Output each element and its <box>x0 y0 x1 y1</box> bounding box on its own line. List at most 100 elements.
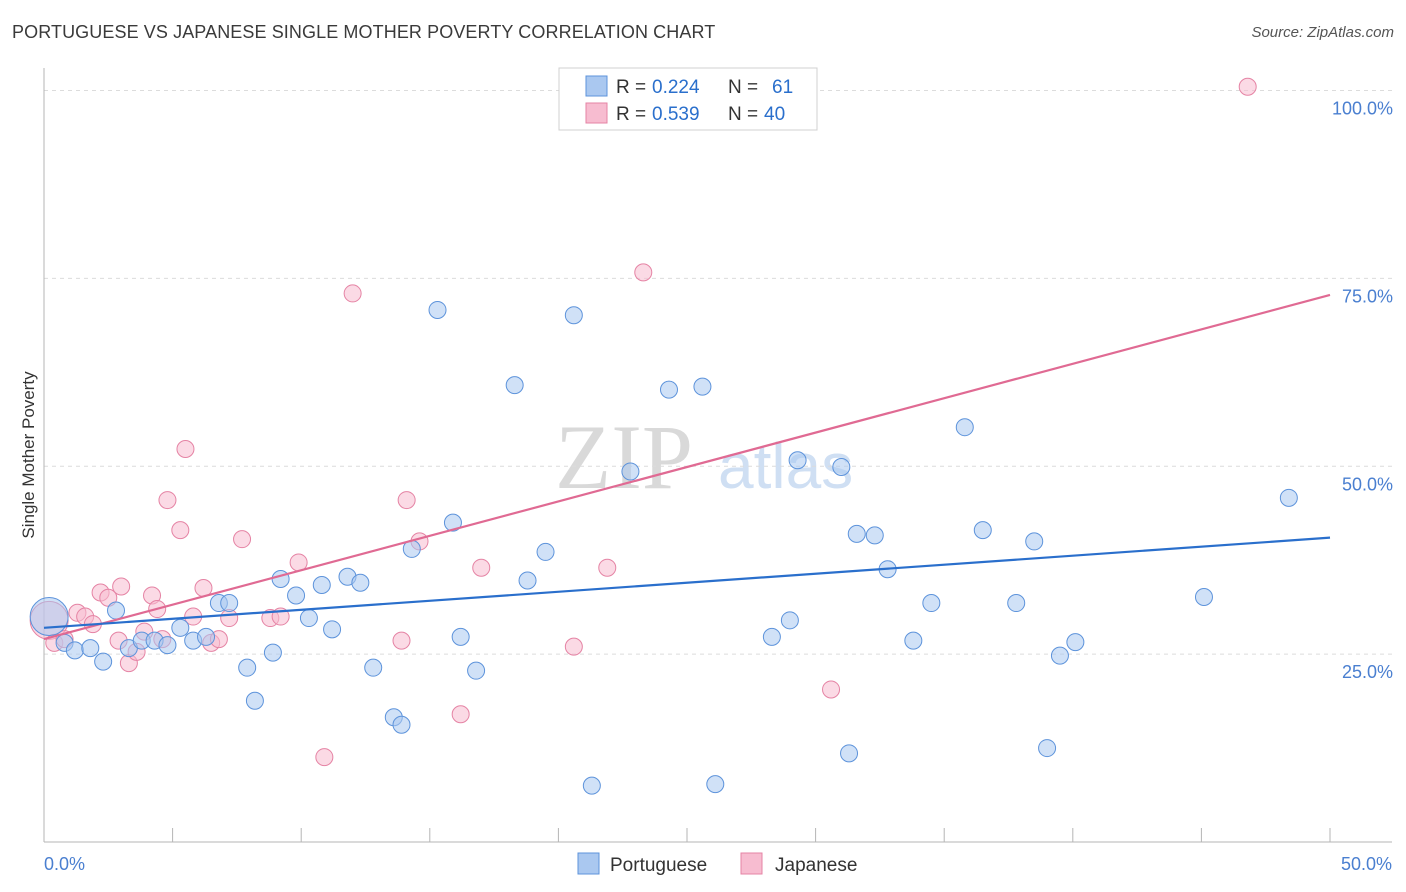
portuguese-point <box>922 594 941 613</box>
portuguese-point <box>564 306 583 325</box>
portuguese-point <box>323 620 342 639</box>
y-tick-labels: 25.0% 50.0% 75.0% 100.0% <box>1332 99 1393 683</box>
bottom-legend-label-japanese: Japanese <box>775 855 857 876</box>
portuguese-points <box>29 300 1298 795</box>
portuguese-point <box>659 380 678 399</box>
portuguese-point <box>467 661 486 680</box>
portuguese-point <box>693 377 712 396</box>
portuguese-point <box>263 643 282 662</box>
japanese-point <box>397 491 416 510</box>
japanese-point <box>472 558 491 577</box>
portuguese-point <box>1066 633 1085 652</box>
portuguese-point <box>287 586 306 605</box>
portuguese-point <box>29 597 69 637</box>
y-tick-label-25: 25.0% <box>1342 662 1393 682</box>
legend-n-label-portuguese: N = <box>728 77 758 98</box>
japanese-point <box>158 491 177 510</box>
portuguese-point <box>1007 594 1026 613</box>
legend-r-label-japanese: R = <box>616 104 646 125</box>
portuguese-point <box>271 569 290 588</box>
portuguese-point <box>788 451 807 470</box>
japanese-point <box>392 631 411 650</box>
legend-n-value-japanese: 40 <box>764 104 785 125</box>
bottom-legend-swatch-japanese <box>740 852 763 875</box>
japanese-point <box>1238 77 1257 96</box>
portuguese-point <box>706 775 725 794</box>
portuguese-point <box>1050 646 1069 665</box>
portuguese-trend-line <box>43 536 1331 629</box>
watermark-zip: ZIP <box>555 406 693 508</box>
x-tick-label-end: 50.0% <box>1341 854 1392 874</box>
japanese-point <box>171 521 190 540</box>
portuguese-point <box>1279 488 1298 507</box>
chart-title: PORTUGUESE VS JAPANESE SINGLE MOTHER POV… <box>12 22 716 42</box>
watermark: ZIP atlas <box>555 406 853 508</box>
portuguese-point <box>94 652 113 671</box>
japanese-point <box>598 558 617 577</box>
legend-r-label-portuguese: R = <box>616 77 646 98</box>
portuguese-point <box>299 609 318 628</box>
portuguese-point <box>364 658 383 677</box>
trend-lines <box>43 293 1331 641</box>
portuguese-point <box>65 641 84 660</box>
bottom-legend-swatch-portuguese <box>577 852 600 875</box>
legend-n-value-portuguese: 61 <box>772 77 793 98</box>
japanese-point <box>564 637 583 656</box>
japanese-point <box>112 577 131 596</box>
portuguese-point <box>904 631 923 650</box>
portuguese-point <box>81 639 100 658</box>
bottom-legend-label-portuguese: Portuguese <box>610 855 707 876</box>
portuguese-point <box>955 418 974 437</box>
legend-swatch-japanese <box>585 102 608 124</box>
portuguese-point <box>621 462 640 481</box>
portuguese-point <box>171 618 190 637</box>
legend-r-value-japanese: 0.539 <box>652 104 700 125</box>
portuguese-point <box>245 691 264 710</box>
legend-n-label-japanese: N = <box>728 104 758 125</box>
legend-r-value-portuguese: 0.224 <box>652 77 700 98</box>
gridlines <box>44 90 1392 655</box>
japanese-point <box>822 680 841 699</box>
portuguese-point <box>536 542 555 561</box>
correlation-legend: R = 0.224 N = 61 R = 0.539 N = 40 <box>558 67 818 131</box>
y-tick-label-50: 50.0% <box>1342 474 1393 494</box>
portuguese-point <box>865 526 884 545</box>
portuguese-point <box>443 513 462 532</box>
source-credit: Source: ZipAtlas.com <box>1251 24 1394 41</box>
portuguese-point <box>840 744 859 763</box>
japanese-trend-line <box>43 293 1331 641</box>
x-axis-ticks <box>43 828 1331 842</box>
y-tick-label-75: 75.0% <box>1342 286 1393 306</box>
portuguese-point <box>762 627 781 646</box>
portuguese-point <box>351 573 370 592</box>
japanese-point <box>233 530 252 549</box>
portuguese-point <box>1025 532 1044 551</box>
legend-swatch-portuguese <box>585 75 608 97</box>
portuguese-point <box>505 376 524 395</box>
japanese-point <box>343 284 362 303</box>
y-axis-label: Single Mother Poverty <box>19 371 38 539</box>
portuguese-point <box>847 524 866 543</box>
y-tick-label-100: 100.0% <box>1332 99 1393 119</box>
portuguese-point <box>220 594 239 613</box>
portuguese-point <box>428 300 447 319</box>
x-tick-label-start: 0.0% <box>44 854 85 874</box>
portuguese-point <box>1194 588 1213 607</box>
japanese-point <box>220 609 239 628</box>
portuguese-point <box>582 776 601 795</box>
portuguese-point <box>973 521 992 540</box>
portuguese-point <box>780 611 799 630</box>
portuguese-point <box>107 601 126 620</box>
portuguese-point <box>392 715 411 734</box>
japanese-point <box>176 439 195 458</box>
portuguese-point <box>238 658 257 677</box>
portuguese-point <box>197 627 216 646</box>
portuguese-point <box>312 575 331 594</box>
portuguese-point <box>1038 739 1057 758</box>
portuguese-point <box>832 458 851 477</box>
series-legend: Portuguese Japanese <box>577 852 857 876</box>
japanese-point <box>315 748 334 767</box>
japanese-point <box>634 263 653 282</box>
portuguese-point <box>518 571 537 590</box>
